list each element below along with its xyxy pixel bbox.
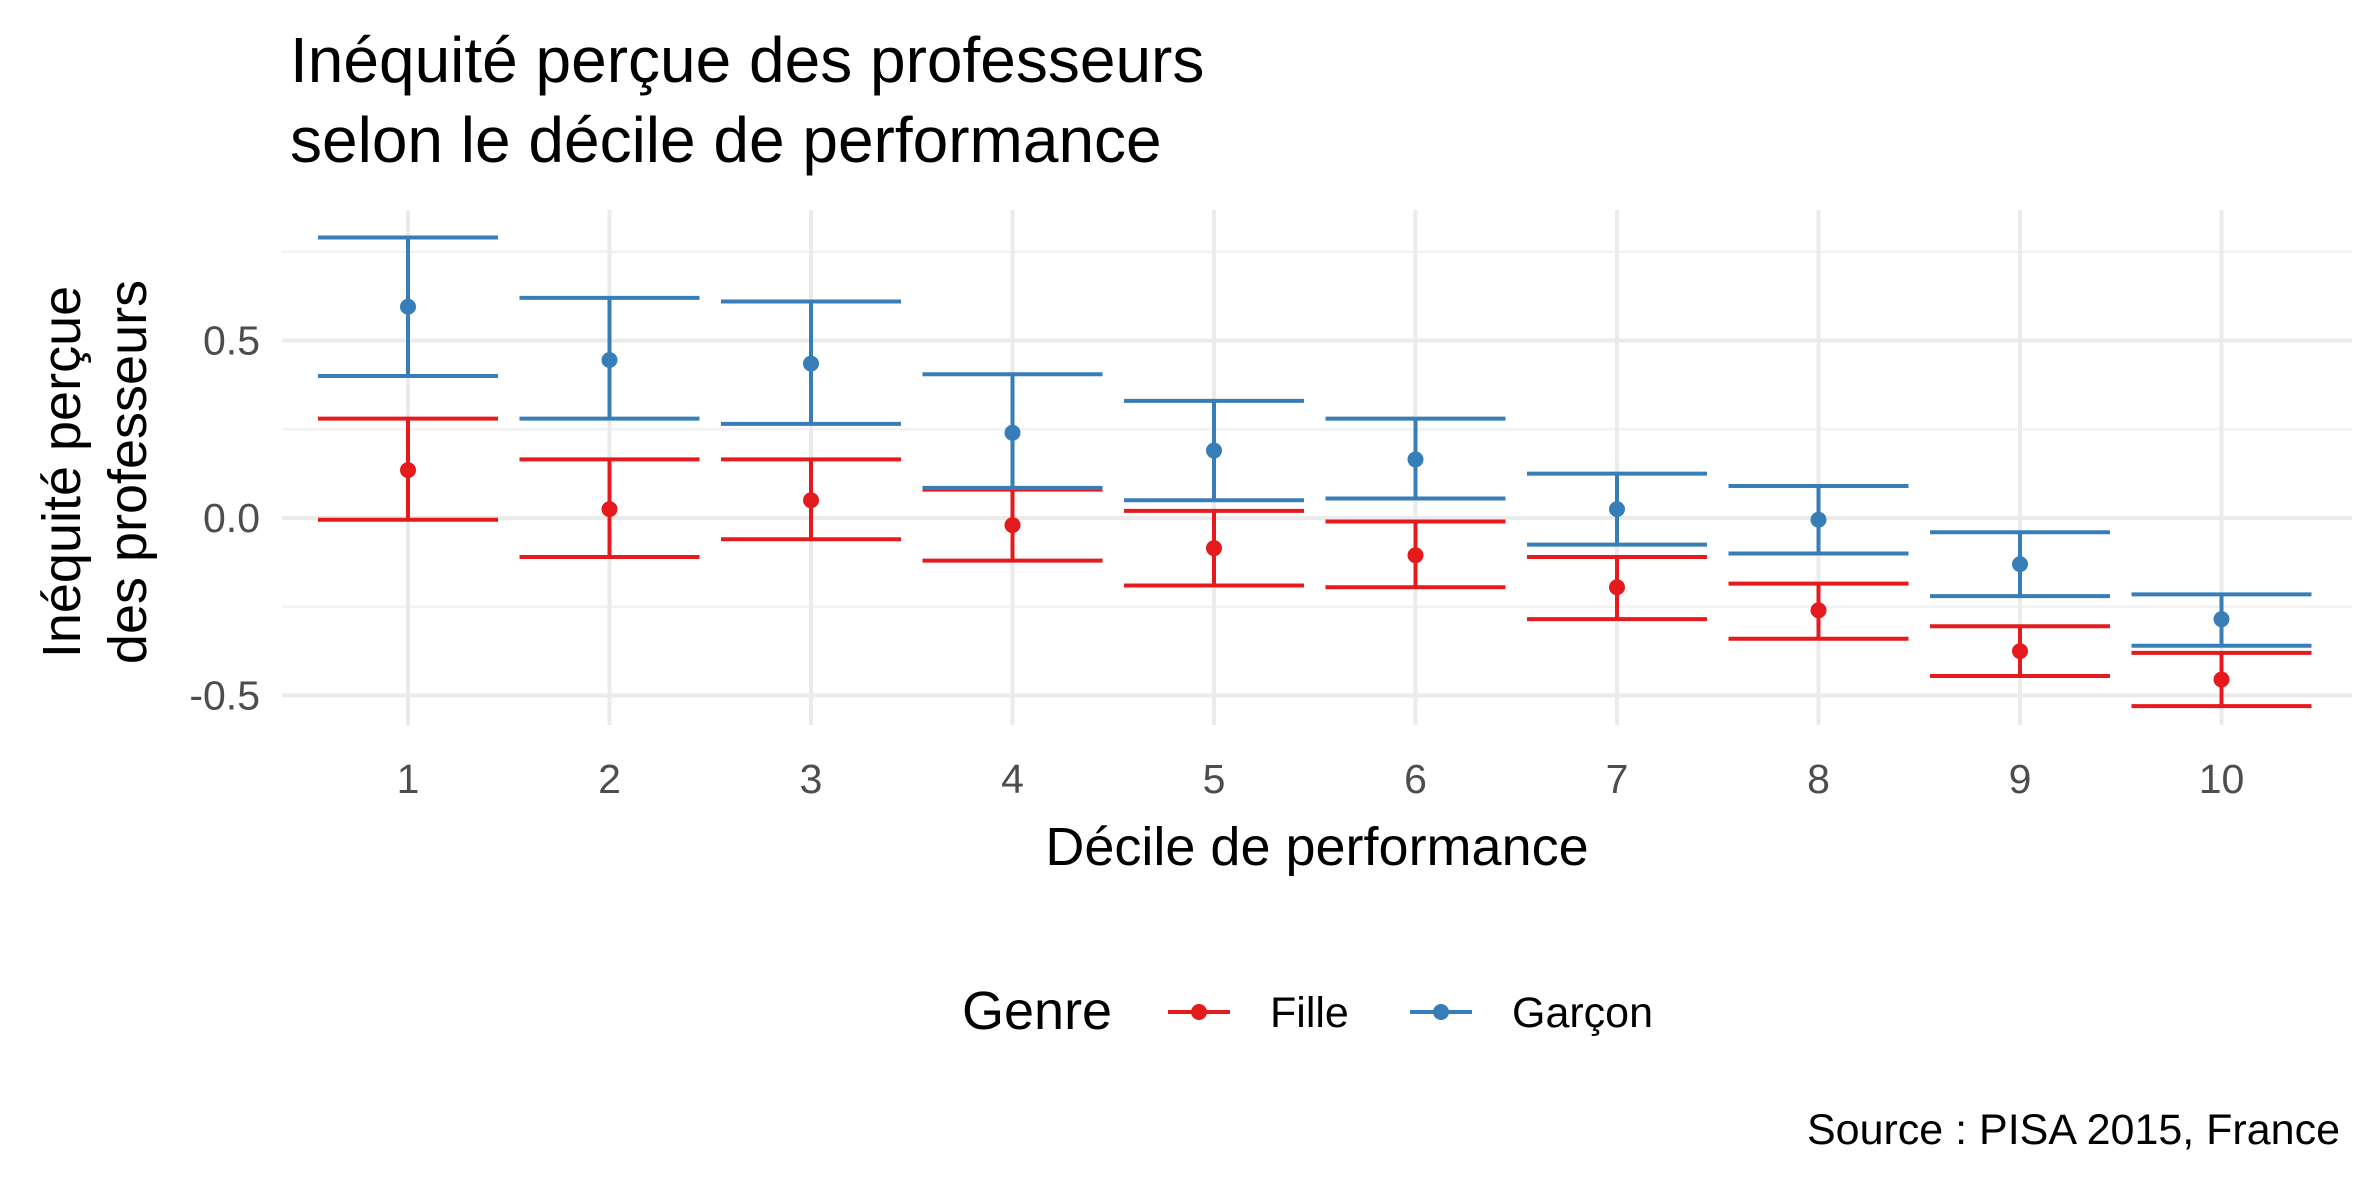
point-gar-on	[2012, 556, 2028, 573]
legend-label: Garçon	[1512, 989, 1653, 1037]
point-fille	[1206, 540, 1222, 557]
point-fille	[803, 492, 819, 509]
data-points	[400, 298, 2230, 688]
y-tick-label: 0.5	[203, 318, 260, 364]
point-gar-on	[1407, 451, 1424, 468]
legend-item-fille: Fille	[1168, 989, 1349, 1037]
grid	[282, 210, 2352, 725]
x-axis-title: Décile de performance	[1045, 817, 1588, 877]
y-axis-title: Inéquité perçue des professeurs	[32, 280, 158, 664]
x-tick-label: 9	[2009, 756, 2032, 802]
point-gar-on	[1609, 501, 1625, 518]
legend-label: Fille	[1270, 989, 1349, 1037]
error-bars	[318, 235, 2312, 709]
legend-title: Genre	[962, 981, 1112, 1041]
point-gar-on	[1206, 442, 1222, 459]
point-gar-on	[803, 355, 819, 372]
x-tick-label: 10	[2199, 756, 2245, 802]
y-tick-label: -0.5	[189, 673, 260, 719]
point-fille	[2213, 671, 2230, 688]
point-gar-on	[1004, 424, 1021, 441]
chart-title-line: selon le décile de performance	[290, 104, 1162, 176]
legend-items: Fille Garçon	[1168, 989, 1653, 1037]
y-axis-title-line: Inéquité perçue	[32, 286, 92, 658]
x-tick-label: 3	[800, 756, 823, 802]
point-gar-on	[400, 298, 416, 315]
x-tick-label: 1	[397, 756, 420, 802]
x-tick-label: 5	[1203, 756, 1226, 802]
y-tick-label: 0.0	[203, 495, 260, 541]
legend: Genre Fille Garçon	[962, 981, 1653, 1041]
point-fille	[2012, 643, 2028, 660]
point-fille	[400, 462, 416, 479]
point-gar-on	[601, 352, 618, 369]
point-fille	[1407, 547, 1424, 564]
y-tick-labels: -0.5 0.0 0.5	[189, 318, 260, 719]
y-axis-title-line: des professeurs	[98, 280, 158, 664]
x-tick-label: 7	[1606, 756, 1629, 802]
point-fille	[601, 501, 618, 518]
point-fille	[1609, 579, 1625, 596]
point-gar-on	[1810, 511, 1827, 528]
chart-title-line: Inéquité perçue des professeurs	[290, 24, 1204, 96]
chart-title: Inéquité perçue des professeurs selon le …	[290, 24, 1204, 176]
point-fille	[1004, 517, 1021, 534]
legend-key-point	[1191, 1004, 1207, 1020]
caption: Source : PISA 2015, France	[1807, 1106, 2340, 1154]
x-tick-label: 4	[1001, 756, 1024, 802]
legend-item-gar-on: Garçon	[1410, 989, 1653, 1037]
x-tick-label: 2	[598, 756, 621, 802]
x-tick-label: 8	[1807, 756, 1830, 802]
point-gar-on	[2213, 611, 2230, 628]
x-tick-labels: 1 2 3 4 5 6 7 8 9 10	[397, 756, 2245, 802]
legend-key-point	[1433, 1004, 1449, 1020]
x-tick-label: 6	[1404, 756, 1427, 802]
point-fille	[1810, 602, 1827, 619]
